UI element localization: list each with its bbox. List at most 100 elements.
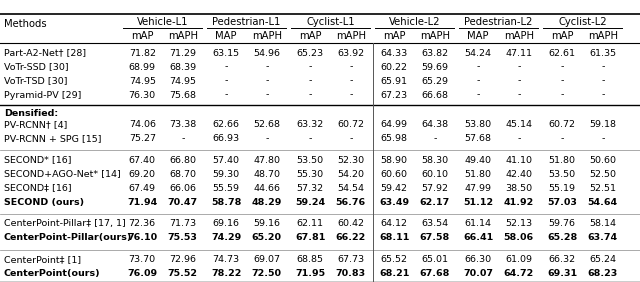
Text: Pyramid-PV [29]: Pyramid-PV [29] xyxy=(4,91,81,100)
Text: 51.12: 51.12 xyxy=(463,198,493,207)
Text: 72.50: 72.50 xyxy=(252,269,282,278)
Text: Vehicle-L2: Vehicle-L2 xyxy=(388,17,440,27)
Text: 52.30: 52.30 xyxy=(337,156,364,165)
Text: 48.70: 48.70 xyxy=(253,169,280,179)
Text: 68.85: 68.85 xyxy=(297,255,324,264)
Text: 59.18: 59.18 xyxy=(589,120,616,129)
Text: 61.35: 61.35 xyxy=(589,49,616,58)
Text: 62.11: 62.11 xyxy=(297,219,324,228)
Text: -: - xyxy=(517,91,520,100)
Text: mAP: mAP xyxy=(131,31,154,41)
Text: 67.49: 67.49 xyxy=(129,184,156,193)
Text: Cyclist-L1: Cyclist-L1 xyxy=(306,17,355,27)
Text: 52.68: 52.68 xyxy=(253,120,280,129)
Text: mAP: mAP xyxy=(383,31,406,41)
Text: 62.66: 62.66 xyxy=(212,120,240,129)
Text: Methods: Methods xyxy=(4,19,47,29)
Text: 47.80: 47.80 xyxy=(253,156,280,165)
Text: 54.54: 54.54 xyxy=(337,184,364,193)
Text: -: - xyxy=(561,134,564,143)
Text: 65.28: 65.28 xyxy=(547,233,577,242)
Text: -: - xyxy=(601,63,604,72)
Text: 64.72: 64.72 xyxy=(504,269,534,278)
Text: 60.10: 60.10 xyxy=(421,169,448,179)
Text: 63.74: 63.74 xyxy=(588,233,618,242)
Text: 71.29: 71.29 xyxy=(169,49,196,58)
Text: mAPH: mAPH xyxy=(588,31,618,41)
Text: CenterPoint-Pillar‡ [17, 1]: CenterPoint-Pillar‡ [17, 1] xyxy=(4,219,125,228)
Text: 66.41: 66.41 xyxy=(463,233,493,242)
Text: 76.09: 76.09 xyxy=(127,269,157,278)
Text: 66.06: 66.06 xyxy=(169,184,196,193)
Text: 59.16: 59.16 xyxy=(253,219,280,228)
Text: 57.40: 57.40 xyxy=(212,156,240,165)
Text: 59.42: 59.42 xyxy=(381,184,408,193)
Text: -: - xyxy=(181,134,184,143)
Text: -: - xyxy=(349,134,353,143)
Text: mAPH: mAPH xyxy=(336,31,365,41)
Text: SECOND (ours): SECOND (ours) xyxy=(4,198,84,207)
Text: 68.23: 68.23 xyxy=(588,269,618,278)
Text: 75.68: 75.68 xyxy=(169,91,196,100)
Text: CenterPoint‡ [1]: CenterPoint‡ [1] xyxy=(4,255,81,264)
Text: 63.82: 63.82 xyxy=(421,49,448,58)
Text: PV-RCNN + SPG [15]: PV-RCNN + SPG [15] xyxy=(4,134,102,143)
Text: 70.47: 70.47 xyxy=(168,198,198,207)
Text: 51.80: 51.80 xyxy=(548,156,576,165)
Text: 57.68: 57.68 xyxy=(465,134,492,143)
Text: -: - xyxy=(517,134,520,143)
Text: 67.73: 67.73 xyxy=(337,255,364,264)
Text: -: - xyxy=(349,76,353,85)
Text: 78.22: 78.22 xyxy=(211,269,241,278)
Text: mAPH: mAPH xyxy=(168,31,198,41)
Text: -: - xyxy=(308,91,312,100)
Text: 67.40: 67.40 xyxy=(129,156,156,165)
Text: 66.22: 66.22 xyxy=(335,233,366,242)
Text: 71.82: 71.82 xyxy=(129,49,156,58)
Text: 57.32: 57.32 xyxy=(297,184,324,193)
Text: 63.49: 63.49 xyxy=(379,198,410,207)
Text: 70.07: 70.07 xyxy=(463,269,493,278)
Text: 68.21: 68.21 xyxy=(379,269,410,278)
Text: 66.32: 66.32 xyxy=(548,255,576,264)
Text: -: - xyxy=(433,134,436,143)
Text: CenterPoint-Pillar(ours): CenterPoint-Pillar(ours) xyxy=(4,233,132,242)
Text: 61.09: 61.09 xyxy=(505,255,532,264)
Text: 67.23: 67.23 xyxy=(381,91,408,100)
Text: 68.39: 68.39 xyxy=(169,63,196,72)
Text: 60.72: 60.72 xyxy=(337,120,364,129)
Text: 57.92: 57.92 xyxy=(421,184,448,193)
Text: 48.29: 48.29 xyxy=(252,198,282,207)
Text: SECOND‡ [16]: SECOND‡ [16] xyxy=(4,184,72,193)
Text: -: - xyxy=(308,76,312,85)
Text: Pedestrian-L1: Pedestrian-L1 xyxy=(212,17,281,27)
Text: 63.92: 63.92 xyxy=(337,49,364,58)
Text: 54.20: 54.20 xyxy=(337,169,364,179)
Text: 58.90: 58.90 xyxy=(381,156,408,165)
Text: -: - xyxy=(517,76,520,85)
Text: 65.24: 65.24 xyxy=(589,255,616,264)
Text: SECOND* [16]: SECOND* [16] xyxy=(4,156,72,165)
Text: 63.54: 63.54 xyxy=(421,219,448,228)
Text: 53.50: 53.50 xyxy=(297,156,324,165)
Text: 68.11: 68.11 xyxy=(379,233,410,242)
Text: 73.70: 73.70 xyxy=(129,255,156,264)
Text: 63.32: 63.32 xyxy=(296,120,324,129)
Text: Cyclist-L2: Cyclist-L2 xyxy=(558,17,607,27)
Text: 59.30: 59.30 xyxy=(212,169,240,179)
Text: 44.66: 44.66 xyxy=(253,184,280,193)
Text: 76.10: 76.10 xyxy=(127,233,157,242)
Text: 66.80: 66.80 xyxy=(169,156,196,165)
Text: 64.33: 64.33 xyxy=(381,49,408,58)
Text: 53.50: 53.50 xyxy=(548,169,576,179)
Text: 71.73: 71.73 xyxy=(169,219,196,228)
Text: -: - xyxy=(349,91,353,100)
Text: 55.19: 55.19 xyxy=(548,184,576,193)
Text: 71.95: 71.95 xyxy=(295,269,325,278)
Text: 66.30: 66.30 xyxy=(465,255,492,264)
Text: 60.60: 60.60 xyxy=(381,169,408,179)
Text: 62.17: 62.17 xyxy=(420,198,450,207)
Text: -: - xyxy=(225,76,228,85)
Text: -: - xyxy=(477,63,480,72)
Text: -: - xyxy=(265,134,268,143)
